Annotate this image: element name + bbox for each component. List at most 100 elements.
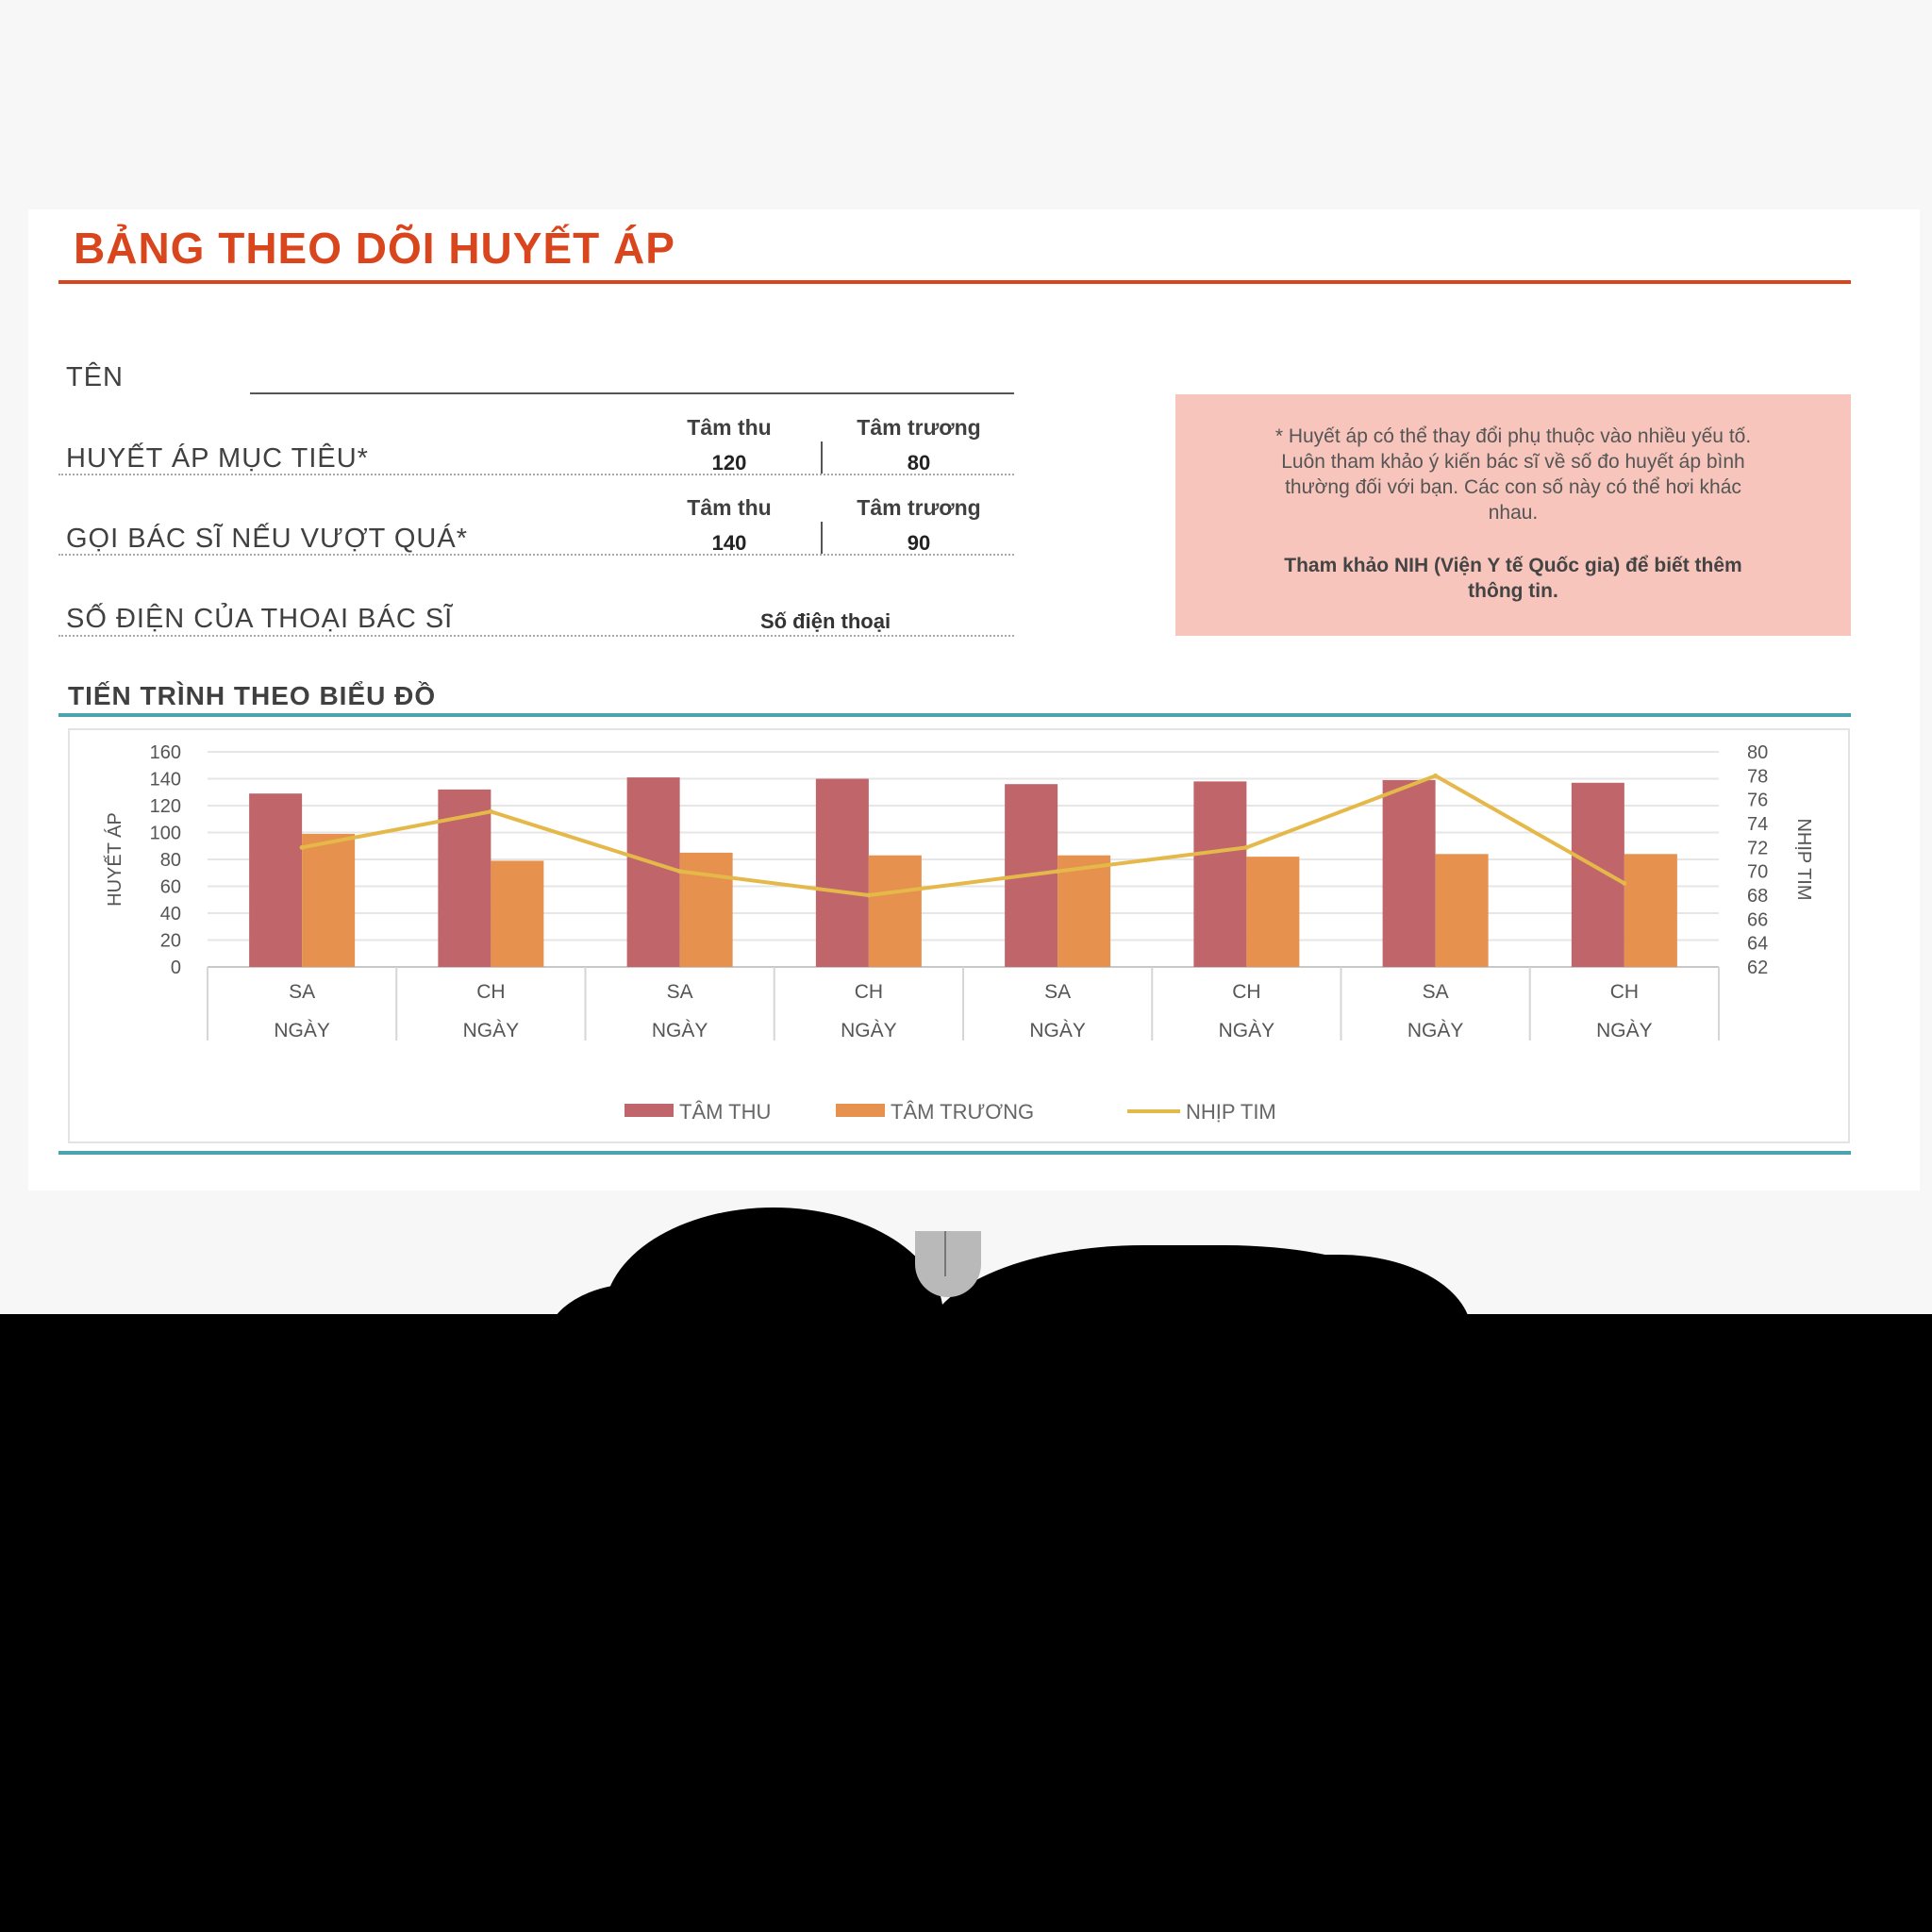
heart-rate-point xyxy=(677,869,683,874)
name-field[interactable] xyxy=(250,392,1014,394)
y2-tick-label: 72 xyxy=(1747,838,1768,858)
note-bold-line-2: thông tin. xyxy=(1468,580,1558,602)
call-doctor-label: GỌI BÁC SĨ NẾU VƯỢT QUÁ* xyxy=(66,524,469,554)
x-tick-label: SA xyxy=(667,981,693,1003)
bar-diastolic xyxy=(491,860,544,967)
bar-systolic xyxy=(1193,781,1247,967)
x-tick-label: SA xyxy=(1044,981,1071,1003)
heart-rate-point xyxy=(1433,773,1439,778)
y-tick-label: 0 xyxy=(171,958,181,978)
target-divider xyxy=(821,441,823,474)
y2-tick-label: 80 xyxy=(1747,742,1768,763)
x-tick-label: CH xyxy=(1610,981,1639,1003)
dark-region xyxy=(0,1314,1932,1932)
heart-rate-point xyxy=(866,892,872,898)
x-tick-label: SA xyxy=(289,981,315,1003)
heart-rate-point xyxy=(1622,880,1627,886)
chart-frame xyxy=(68,728,1850,1143)
legend-swatch xyxy=(625,1104,674,1117)
bar-systolic xyxy=(815,778,869,967)
y-tick-label: 80 xyxy=(160,850,181,871)
page-title: BẢNG THEO DÕI HUYẾT ÁP xyxy=(74,224,675,273)
legend-label: NHỊP TIM xyxy=(1186,1100,1276,1124)
heart-rate-point xyxy=(1055,869,1060,874)
x-group-label: NGÀY xyxy=(841,1020,897,1041)
phone-row-line xyxy=(58,635,1014,637)
y2-tick-label: 74 xyxy=(1747,814,1768,835)
name-label: TÊN xyxy=(66,362,124,392)
bar-diastolic xyxy=(868,855,922,967)
target-systolic-value[interactable]: 120 xyxy=(711,451,747,475)
x-tick-label: CH xyxy=(855,981,883,1003)
bar-diastolic xyxy=(1246,857,1300,967)
bar-diastolic xyxy=(1435,854,1489,967)
legend-label: TÂM THU xyxy=(679,1100,771,1124)
y-tick-label: 120 xyxy=(150,796,181,817)
target-systolic-header: Tâm thu xyxy=(687,415,772,440)
heart-rate-point xyxy=(1243,844,1249,850)
y2-tick-label: 68 xyxy=(1747,886,1768,907)
call-systolic-value[interactable]: 140 xyxy=(711,531,747,555)
y2-tick-label: 62 xyxy=(1747,958,1768,978)
y2-tick-label: 76 xyxy=(1747,791,1768,811)
y2-axis-title: NHỊP TIM xyxy=(1793,818,1814,900)
heart-rate-point xyxy=(488,808,493,814)
x-group-label: NGÀY xyxy=(1219,1020,1275,1041)
call-diastolic-value[interactable]: 90 xyxy=(907,531,931,555)
call-divider xyxy=(821,522,823,554)
title-rule xyxy=(58,280,1851,284)
y-axis-title: HUYẾT ÁP xyxy=(104,812,125,907)
bar-diastolic xyxy=(1624,854,1677,967)
chart-bottom-rule xyxy=(58,1151,1851,1155)
x-tick-label: SA xyxy=(1423,981,1449,1003)
bar-systolic xyxy=(249,793,303,967)
y-tick-label: 140 xyxy=(150,770,181,791)
note-line-3: thường đối với bạn. Các con số này có th… xyxy=(1285,476,1741,498)
bar-systolic xyxy=(626,777,680,967)
bar-diastolic xyxy=(679,852,733,967)
note-box xyxy=(1175,394,1851,636)
x-group-label: NGÀY xyxy=(274,1020,330,1041)
highlight-shape xyxy=(915,1231,981,1297)
x-group-label: NGÀY xyxy=(1029,1020,1086,1041)
heart-rate-line xyxy=(301,774,1625,897)
target-bp-label: HUYẾT ÁP MỤC TIÊU* xyxy=(66,443,369,474)
target-diastolic-value[interactable]: 80 xyxy=(907,451,931,475)
bar-systolic xyxy=(1382,779,1436,967)
target-diastolic-header: Tâm trương xyxy=(857,415,981,440)
note-bold-line-1: Tham khảo NIH (Viện Y tế Quốc gia) để bi… xyxy=(1284,555,1742,576)
y-tick-label: 20 xyxy=(160,931,181,952)
target-row-line xyxy=(58,474,1014,475)
y-tick-label: 100 xyxy=(150,824,181,844)
x-group-label: NGÀY xyxy=(652,1020,708,1041)
doctor-phone-label: SỐ ĐIỆN CỦA THOẠI BÁC SĨ xyxy=(66,604,454,634)
call-row-line xyxy=(58,554,1014,556)
chart-section-title: TIẾN TRÌNH THEO BIỂU ĐỒ xyxy=(68,681,437,710)
call-systolic-header: Tâm thu xyxy=(687,495,772,520)
x-group-label: NGÀY xyxy=(463,1020,520,1041)
bar-systolic xyxy=(1571,782,1624,967)
highlight-line xyxy=(944,1231,946,1276)
legend-label: TÂM TRƯƠNG xyxy=(891,1100,1034,1124)
legend-swatch xyxy=(836,1104,885,1117)
bar-diastolic xyxy=(302,833,356,967)
y2-tick-label: 78 xyxy=(1747,766,1768,787)
bar-diastolic xyxy=(1058,855,1111,967)
y2-tick-label: 64 xyxy=(1747,934,1768,955)
y-tick-label: 40 xyxy=(160,904,181,924)
y2-tick-label: 70 xyxy=(1747,862,1768,883)
y-tick-label: 160 xyxy=(150,742,181,763)
call-diastolic-header: Tâm trương xyxy=(857,495,981,520)
y2-tick-label: 66 xyxy=(1747,909,1768,930)
doctor-phone-value[interactable]: Số điện thoại xyxy=(759,609,891,633)
x-group-label: NGÀY xyxy=(1407,1020,1464,1041)
x-tick-label: CH xyxy=(1232,981,1260,1003)
chart-top-rule xyxy=(58,713,1851,717)
y-tick-label: 60 xyxy=(160,877,181,898)
x-group-label: NGÀY xyxy=(1596,1020,1653,1041)
note-line-4: nhau. xyxy=(1488,502,1539,524)
note-line-1: * Huyết áp có thể thay đổi phụ thuộc vào… xyxy=(1274,425,1752,447)
x-tick-label: CH xyxy=(476,981,505,1003)
note-line-2: Luôn tham khảo ý kiến bác sĩ về số đo hu… xyxy=(1281,451,1745,473)
